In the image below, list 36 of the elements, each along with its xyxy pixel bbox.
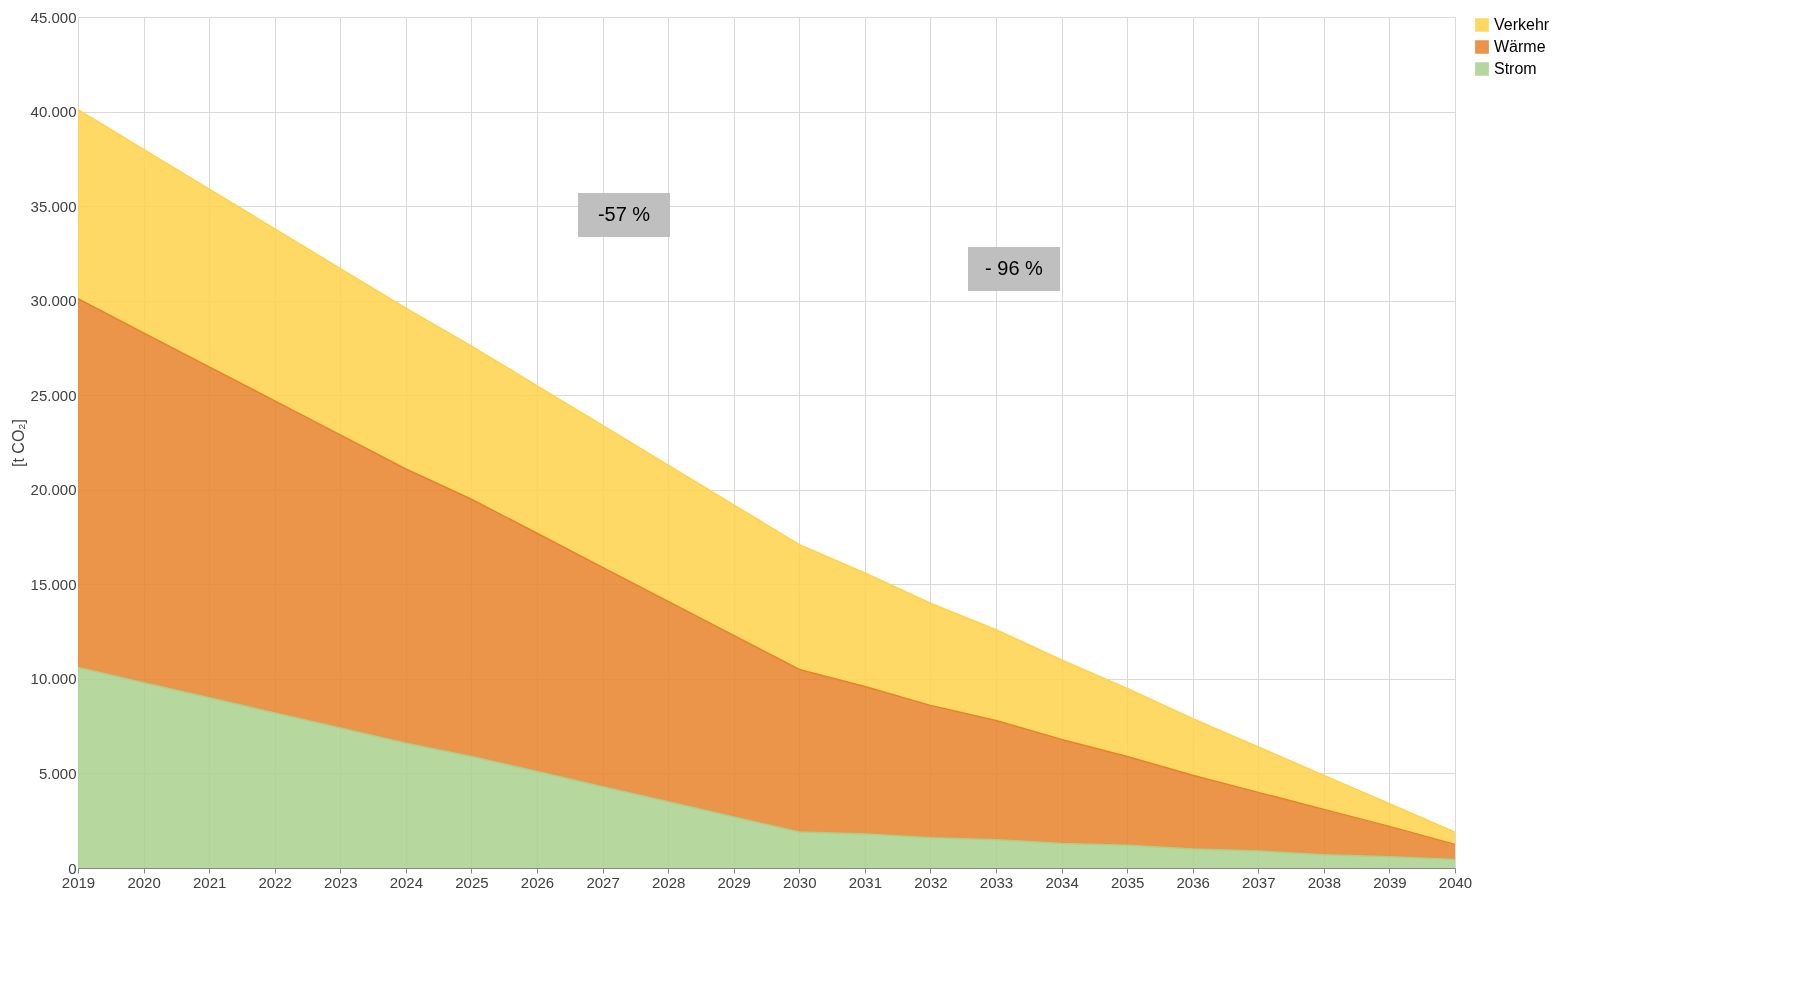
x-tick-label: 2027	[586, 873, 620, 891]
x-tick-label: 2034	[1045, 873, 1079, 891]
y-tick-label: 30.000	[30, 292, 77, 310]
x-tick-label: 2037	[1242, 873, 1276, 891]
y-tick-label: 15.000	[30, 575, 77, 593]
x-tick-label: 2031	[848, 873, 883, 891]
y-tick-label: 35.000	[30, 197, 77, 215]
x-tick-label: 2040	[1438, 873, 1473, 891]
y-axis-title: [t CO₂]	[9, 419, 27, 467]
y-tick-label: 40.000	[30, 103, 77, 121]
y-tick-label: 5.000	[38, 764, 77, 782]
x-tick-label: 2033	[979, 873, 1014, 891]
legend-label: Strom	[1494, 60, 1537, 77]
x-tick-label: 2032	[914, 873, 948, 891]
y-tick-label: 10.000	[30, 670, 77, 688]
y-tick-label: 20.000	[30, 481, 77, 499]
x-tick-label: 2020	[127, 873, 161, 891]
x-tick-label: 2035	[1110, 873, 1145, 891]
x-tick-label: 2023	[324, 873, 358, 891]
y-tick-label: 45.000	[30, 8, 77, 26]
x-tick-label: 2021	[192, 873, 227, 891]
annotation: -57 %	[597, 203, 651, 225]
x-tick-label: 2030	[783, 873, 817, 891]
legend-label: Wärme	[1494, 38, 1546, 55]
x-tick-label: 2022	[258, 873, 292, 891]
x-tick-label: 2024	[389, 873, 424, 891]
x-tick-label: 2028	[651, 873, 686, 891]
annotation: - 96 %	[985, 257, 1044, 279]
x-tick-label: 2036	[1176, 873, 1210, 891]
legend-label: Verkehr	[1494, 16, 1550, 33]
x-tick-label: 2038	[1307, 873, 1342, 891]
x-tick-label: 2026	[520, 873, 555, 891]
x-tick-label: 2029	[717, 873, 751, 891]
x-tick-label: 2039	[1373, 873, 1407, 891]
x-tick-label: 2025	[455, 873, 489, 891]
y-tick-label: 25.000	[30, 386, 77, 404]
